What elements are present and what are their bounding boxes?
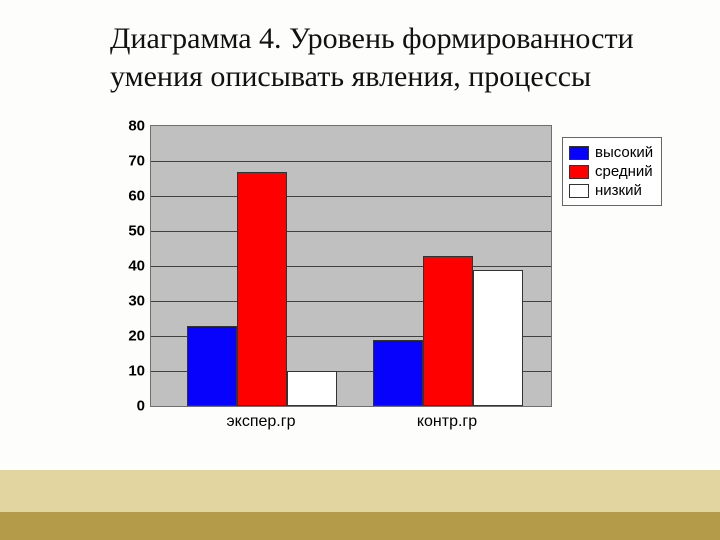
legend-label: средний [595,163,653,180]
y-tick-label: 30 [111,293,145,310]
bar [423,256,473,407]
title-line-2: умения описывать явления, процессы [110,60,591,93]
gridline [151,161,551,162]
y-tick-label: 20 [111,328,145,345]
footer-stripe [0,512,720,540]
legend-swatch-icon [569,165,589,179]
legend-item: средний [569,163,653,180]
y-tick-label: 70 [111,153,145,170]
legend-item: высокий [569,144,653,161]
y-tick-label: 0 [111,398,145,415]
bar [373,340,423,407]
y-tick-label: 60 [111,188,145,205]
legend-swatch-icon [569,146,589,160]
y-tick-label: 10 [111,363,145,380]
gridline [151,196,551,197]
legend: высокий средний низкий [562,137,662,206]
bar [237,172,287,407]
gridline [151,231,551,232]
bar [473,270,523,407]
x-tick-label: экспер.гр [181,413,341,431]
legend-swatch-icon [569,184,589,198]
gridline [151,266,551,267]
legend-label: высокий [595,144,653,161]
x-tick-label: контр.гр [367,413,527,431]
legend-label: низкий [595,182,642,199]
legend-item: низкий [569,182,653,199]
plot-area: 01020304050607080 [150,125,552,407]
y-tick-label: 50 [111,223,145,240]
y-tick-label: 40 [111,258,145,275]
bar [287,371,337,406]
chart: 01020304050607080 высокий средний низкий… [110,125,660,455]
bar [187,326,237,407]
y-tick-label: 80 [111,118,145,135]
title-line-1: Диаграмма 4. Уровень формированности [110,22,634,55]
page-title: Диаграмма 4. Уровень формированности уме… [110,20,720,96]
